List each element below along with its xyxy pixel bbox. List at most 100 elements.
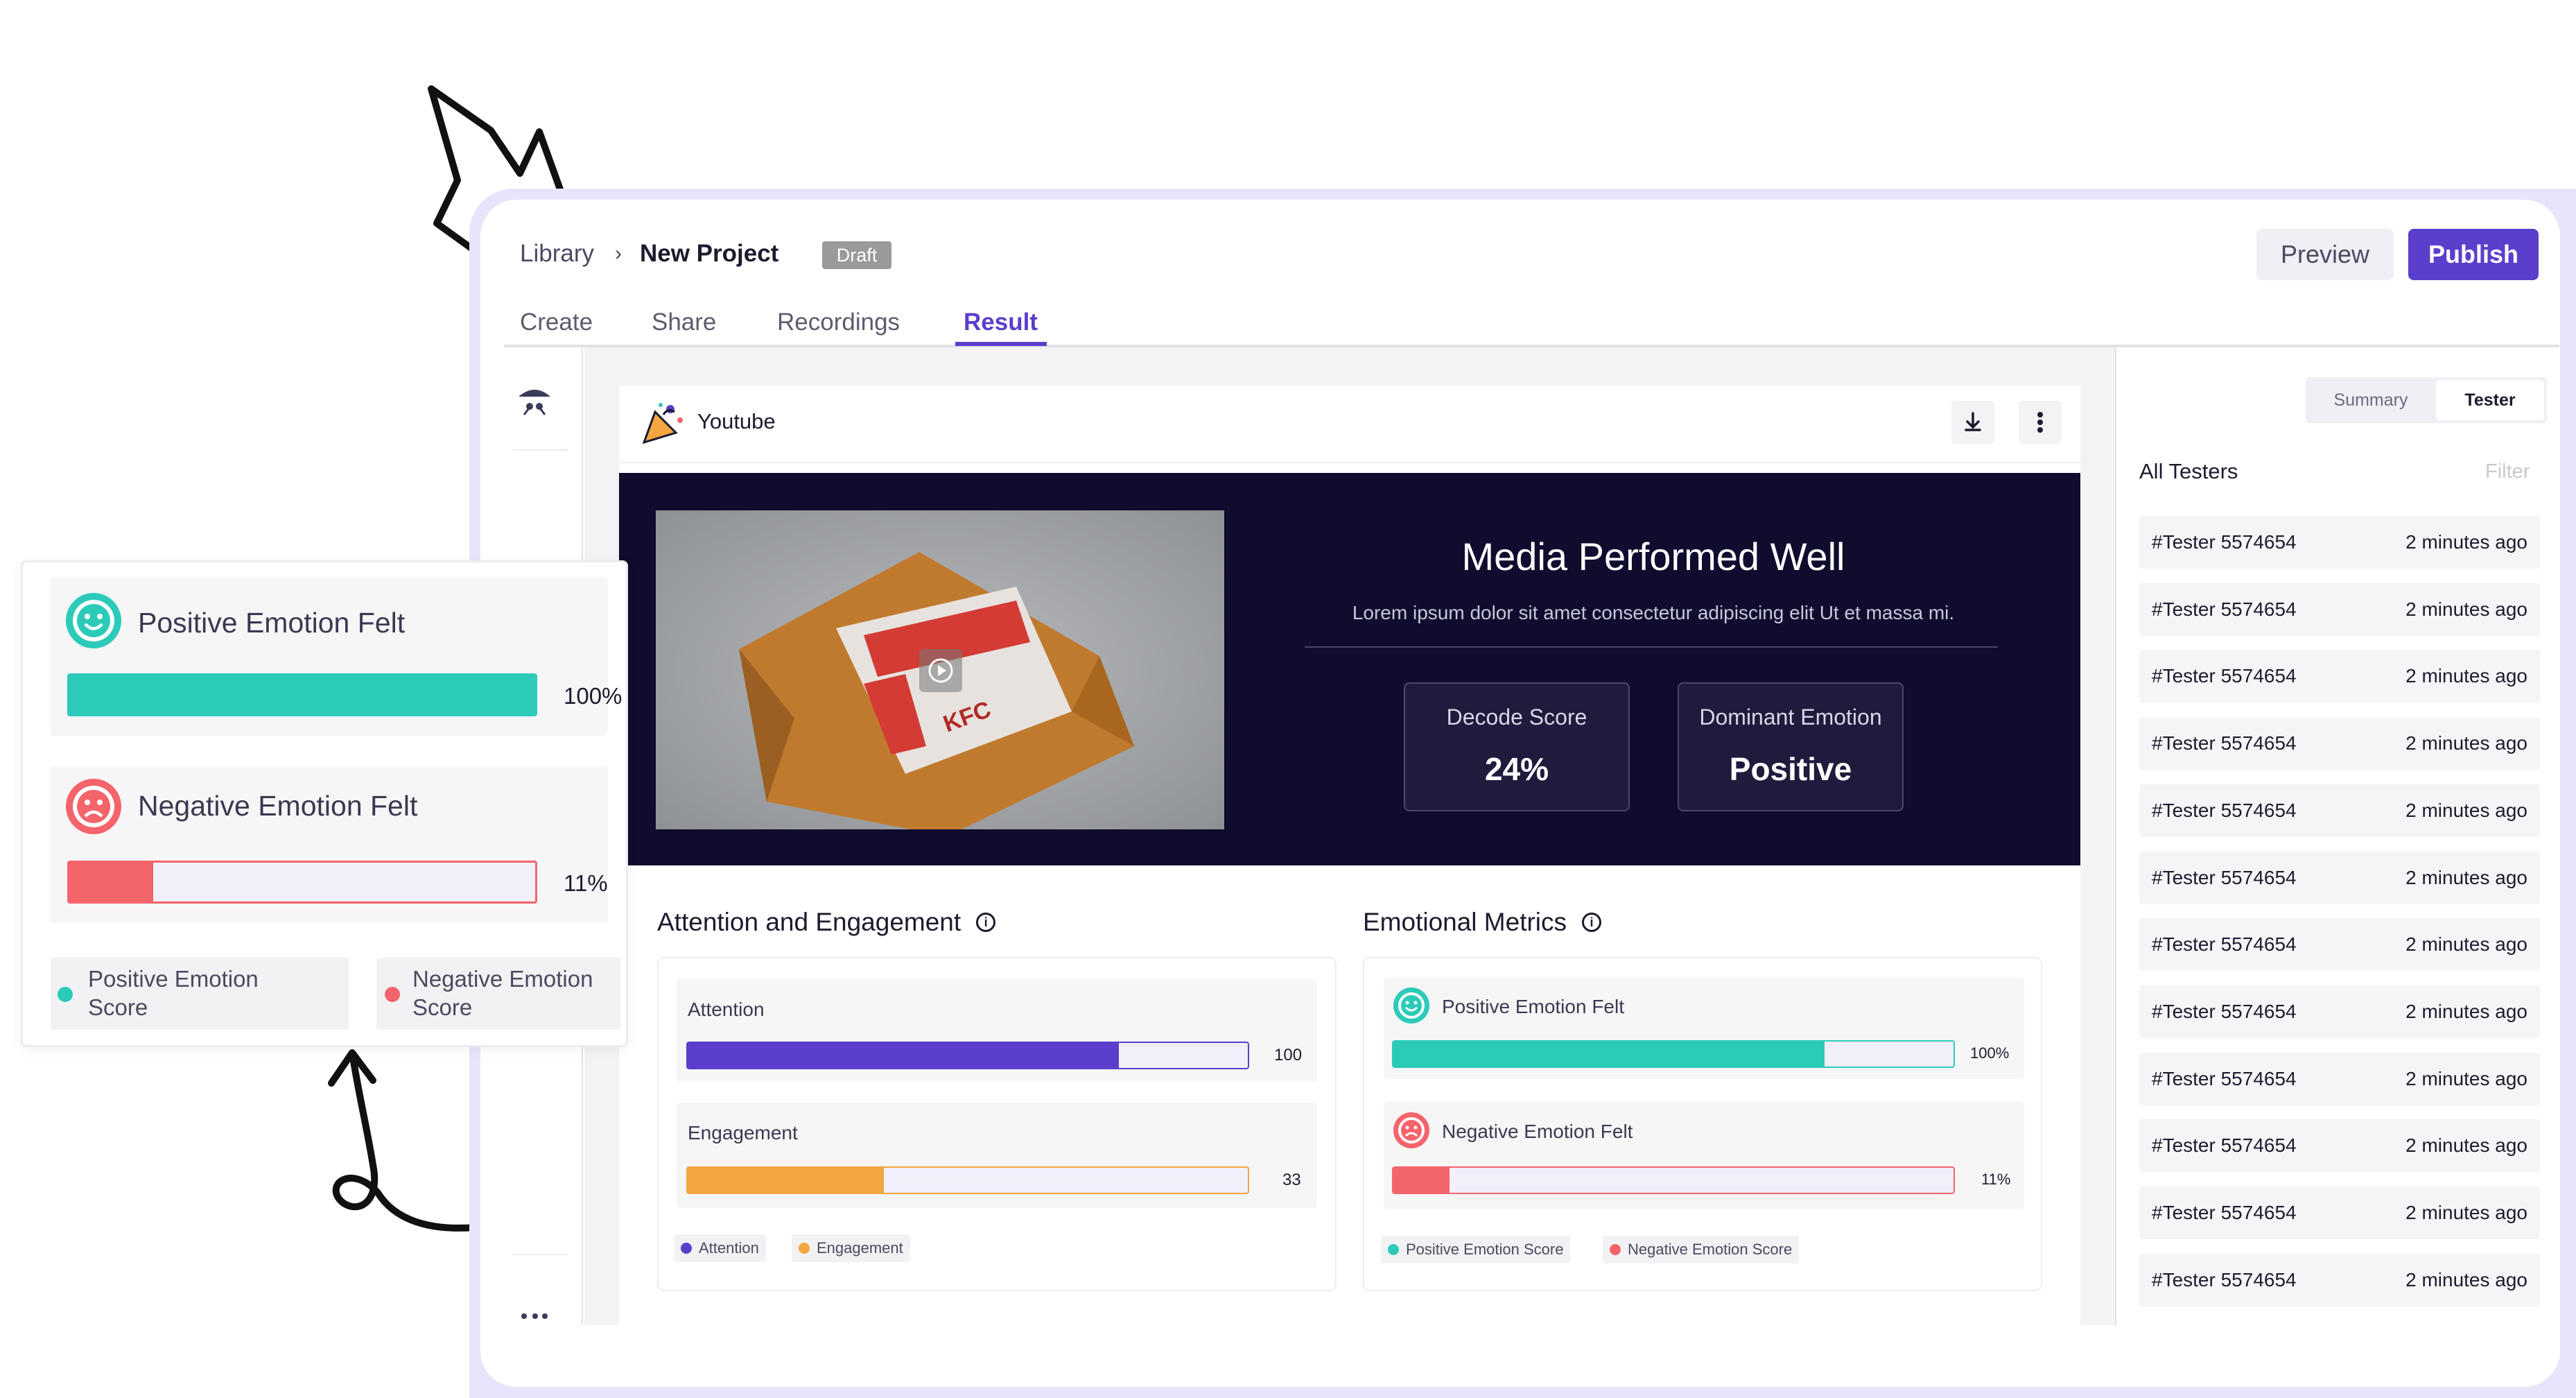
scribble-arrow-icon — [328, 1049, 478, 1232]
tester-row[interactable]: #Tester 5574654 2 minutes ago — [2139, 516, 2540, 569]
positive-emotion-label: Positive Emotion Felt — [1442, 996, 1624, 1017]
attention-bar — [686, 1042, 1249, 1069]
decode-score-value: 24% — [1484, 751, 1549, 787]
hero-title: Media Performed Well — [1461, 535, 1845, 578]
tester-time: 2 minutes ago — [2405, 732, 2527, 754]
legend-engagement-text: Engagement — [817, 1239, 903, 1257]
popup-positive-bar — [67, 673, 537, 716]
legend-positive-text: Positive Emotion Score — [1406, 1241, 1564, 1258]
emotion-section-title: Emotional Metrics i — [1363, 905, 1602, 940]
tab-share[interactable]: Share — [652, 309, 717, 336]
media-source-name: Youtube — [697, 409, 776, 433]
tab-result[interactable]: Result — [964, 309, 1038, 336]
negative-emotion-bar — [1392, 1166, 1955, 1194]
project-title: New Project — [639, 240, 779, 267]
negative-emotion-value: 11% — [1981, 1171, 2011, 1188]
publish-button[interactable]: Publish — [2408, 229, 2539, 280]
legend-dot — [58, 987, 73, 1002]
tester-time: 2 minutes ago — [2405, 1000, 2527, 1022]
tester-row[interactable]: #Tester 5574654 2 minutes ago — [2139, 1186, 2540, 1239]
popup-negative-bar-fill — [69, 863, 153, 901]
preview-button[interactable]: Preview — [2256, 229, 2394, 280]
tester-name: #Tester 5574654 — [2152, 598, 2297, 620]
tester-name: #Tester 5574654 — [2152, 665, 2297, 687]
emotion-section-title-text: Emotional Metrics — [1363, 908, 1567, 936]
tester-row[interactable]: #Tester 5574654 2 minutes ago — [2139, 650, 2540, 703]
attention-value: 100 — [1274, 1046, 1303, 1064]
download-button[interactable] — [1951, 401, 1994, 444]
popup-legend-positive-text: Positive Emotion Score — [88, 966, 259, 1020]
info-icon[interactable]: i — [1582, 913, 1602, 932]
tester-time: 2 minutes ago — [2405, 1268, 2527, 1291]
tester-time: 2 minutes ago — [2405, 1134, 2527, 1157]
attention-section-title-text: Attention and Engagement — [657, 908, 961, 936]
info-icon[interactable]: i — [976, 913, 996, 932]
popup-negative-bar — [67, 861, 537, 904]
tab-recordings[interactable]: Recordings — [777, 309, 900, 336]
tester-name: #Tester 5574654 — [2152, 866, 2297, 888]
legend-engagement: Engagement — [792, 1234, 910, 1262]
negative-emotion-label: Negative Emotion Felt — [1442, 1121, 1633, 1142]
segment-tester[interactable]: Tester — [2436, 380, 2544, 420]
party-popper-icon — [642, 403, 683, 445]
positive-emotion-bar-fill — [1393, 1042, 1825, 1067]
rail-divider — [513, 1254, 568, 1255]
tester-time: 2 minutes ago — [2405, 933, 2527, 956]
smile-icon — [1393, 987, 1429, 1024]
legend-dot — [681, 1243, 692, 1254]
attention-section-title: Attention and Engagement i — [657, 905, 996, 940]
tester-row[interactable]: #Tester 5574654 2 minutes ago — [2139, 717, 2540, 770]
emotion-popup-card: Positive Emotion Felt 100% Negative Emot… — [21, 560, 628, 1047]
tester-time: 2 minutes ago — [2405, 598, 2527, 620]
more-options-button[interactable] — [2019, 401, 2062, 444]
engagement-label: Engagement — [688, 1122, 798, 1144]
tab-create[interactable]: Create — [520, 309, 593, 336]
legend-dot — [799, 1243, 810, 1254]
download-icon — [1965, 412, 1981, 431]
tester-name: #Tester 5574654 — [2152, 531, 2297, 553]
project-thumbnail-icon[interactable] — [514, 1311, 555, 1324]
smile-icon — [66, 593, 121, 648]
legend-attention-text: Attention — [699, 1239, 759, 1257]
tester-row[interactable]: #Tester 5574654 2 minutes ago — [2139, 582, 2540, 636]
view-segmented-control: Summary Tester — [2306, 377, 2547, 423]
tester-row[interactable]: #Tester 5574654 2 minutes ago — [2139, 1119, 2540, 1173]
status-badge: Draft — [822, 241, 891, 269]
tab-active-indicator — [955, 342, 1047, 346]
popup-legend-negative-text: Negative Emotion Score — [412, 966, 593, 1020]
more-vertical-icon — [2037, 412, 2043, 433]
dominant-emotion-card: Dominant Emotion Positive — [1678, 682, 1904, 811]
positive-emotion-value: 100% — [1970, 1044, 2010, 1062]
tester-row[interactable]: #Tester 5574654 2 minutes ago — [2139, 784, 2540, 837]
legend-dot — [385, 987, 400, 1002]
segment-summary[interactable]: Summary — [2333, 390, 2408, 410]
video-thumbnail[interactable]: KFC — [656, 510, 1224, 829]
tester-row[interactable]: #Tester 5574654 2 minutes ago — [2139, 985, 2540, 1038]
legend-dot — [1388, 1244, 1399, 1255]
scribble-crown-icon — [428, 85, 564, 252]
project-thumbnail-icon[interactable] — [514, 381, 555, 422]
tester-row[interactable]: #Tester 5574654 2 minutes ago — [2139, 851, 2540, 904]
attention-label: Attention — [688, 999, 765, 1020]
legend-negative-text: Negative Emotion Score — [1628, 1241, 1793, 1258]
popup-positive-value: 100% — [564, 683, 623, 709]
popup-legend-negative: Negative Emotion Score — [376, 958, 620, 1030]
hero-subtitle: Lorem ipsum dolor sit amet consectetur a… — [1352, 602, 1955, 623]
tester-name: #Tester 5574654 — [2152, 1000, 2297, 1022]
popup-negative-value: 11% — [564, 870, 608, 896]
tester-row[interactable]: #Tester 5574654 2 minutes ago — [2139, 1253, 2540, 1306]
popup-legend-positive: Positive Emotion Score — [51, 958, 349, 1030]
tester-time: 2 minutes ago — [2405, 665, 2527, 687]
popup-positive-label: Positive Emotion Felt — [138, 607, 406, 639]
play-button[interactable] — [919, 649, 962, 692]
engagement-bar — [686, 1166, 1249, 1194]
breadcrumb-library-link[interactable]: Library — [520, 240, 594, 267]
breadcrumb: Library › New Project — [520, 236, 778, 272]
filter-button[interactable]: Filter — [2485, 460, 2530, 483]
chevron-right-icon: › — [614, 242, 622, 265]
tester-time: 2 minutes ago — [2405, 1067, 2527, 1089]
positive-emotion-bar — [1392, 1040, 1955, 1068]
tester-row[interactable]: #Tester 5574654 2 minutes ago — [2139, 918, 2540, 972]
tester-row[interactable]: #Tester 5574654 2 minutes ago — [2139, 1052, 2540, 1105]
tester-name: #Tester 5574654 — [2152, 933, 2297, 956]
